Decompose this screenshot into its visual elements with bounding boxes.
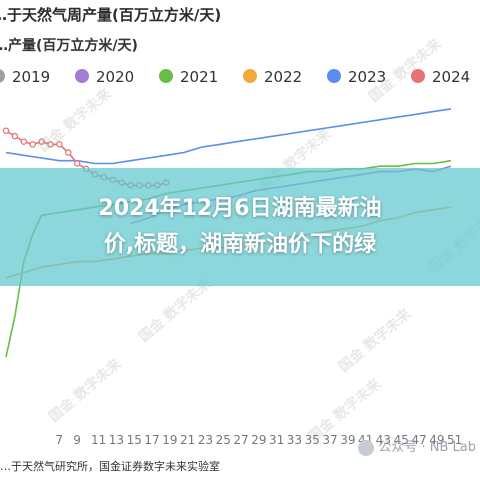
x-tick-label: 39 [340, 433, 355, 447]
legend-label-2022: 2022 [264, 68, 302, 86]
legend-label-2020: 2020 [96, 68, 134, 86]
x-tick-label: 35 [305, 433, 320, 447]
source-attribution: 公众号 · NB Lab [358, 436, 476, 456]
headline-line-2: 价,​标题，湖南新油价下的绿 [103, 232, 377, 257]
x-tick-label: 23 [198, 433, 213, 447]
legend-marker-2022 [243, 69, 257, 83]
legend-marker-2021 [159, 69, 173, 83]
x-tick-label: 25 [216, 433, 231, 447]
x-tick-label: 7 [55, 433, 63, 447]
headline-line-1: 2024年12月6日湖南最新油 [98, 196, 382, 221]
legend-label-2019: 2019 [12, 68, 50, 86]
x-tick-label: 9 [73, 433, 81, 447]
data-point-2024 [20, 138, 28, 145]
x-tick-label: 17 [144, 433, 159, 447]
wechat-icon [358, 439, 375, 456]
series-line-2023 [5, 108, 452, 165]
x-tick-label: 19 [162, 433, 177, 447]
chart-title: …于天然气周产量(百万立方米/天) [0, 6, 222, 24]
data-point-2024 [29, 141, 36, 148]
data-point-2024 [2, 127, 10, 134]
chart-source-note: …于天然气研究所，国金证券数字未来实验室 [0, 460, 220, 473]
chart-legend: 2019 2020 2021 2022 2023 2024 [0, 68, 470, 86]
legend-label-2021: 2021 [180, 68, 218, 86]
x-tick-label: 45 [394, 433, 409, 447]
data-point-2024 [65, 149, 72, 156]
x-tick-label: 33 [287, 433, 302, 447]
data-point-2024 [73, 160, 81, 167]
x-tick-label: 13 [109, 433, 124, 447]
legend-marker-2024 [411, 69, 425, 83]
x-tick-label: 27 [233, 433, 248, 447]
headline-banner: 2024年12月6日湖南最新油 价,​标题，湖南新油价下的绿 [0, 168, 480, 286]
data-point-2024 [56, 141, 63, 148]
data-point-2024 [38, 138, 45, 145]
x-tick-label: 31 [269, 433, 284, 447]
x-tick-label: 21 [180, 433, 195, 447]
legend-marker-2020 [75, 69, 89, 83]
x-tick-label: 37 [322, 433, 337, 447]
x-tick-label: 51 [447, 433, 462, 447]
x-tick-label: 29 [251, 433, 266, 447]
x-tick-label: 43 [376, 433, 391, 447]
legend-label-2024: 2024 [432, 68, 470, 86]
legend-marker-2019 [0, 69, 5, 83]
x-tick-label: 11 [91, 433, 106, 447]
x-tick-label: 15 [127, 433, 142, 447]
data-point-2024 [47, 141, 54, 148]
legend-marker-2023 [327, 69, 341, 83]
x-tick-label: 47 [411, 433, 426, 447]
y-axis-label: …产量(百万立方米/天) [0, 37, 138, 54]
x-tick-label: 49 [429, 433, 444, 447]
legend-label-2023: 2023 [348, 68, 386, 86]
data-point-2024 [11, 132, 19, 140]
